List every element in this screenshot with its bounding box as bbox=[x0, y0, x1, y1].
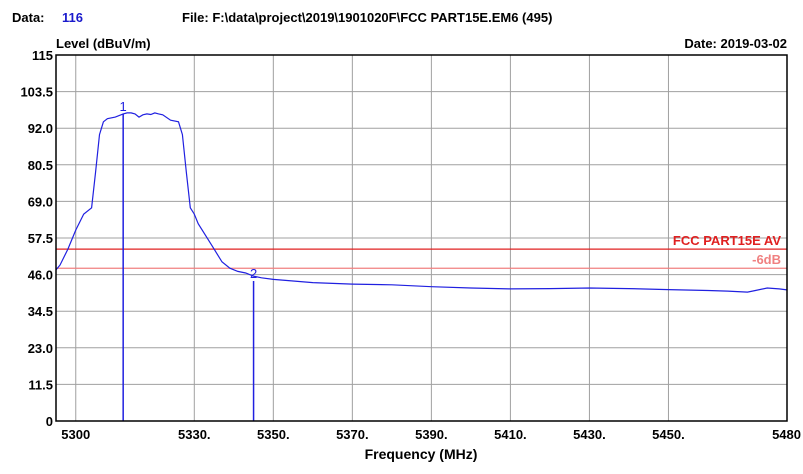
y-tick-label: 80.5 bbox=[28, 158, 53, 173]
limit-line-label: -6dB bbox=[752, 252, 781, 267]
measurement-date: Date: 2019-03-02 bbox=[684, 36, 787, 51]
file-path: File: F:\data\project\2019\1901020F\FCC … bbox=[182, 10, 552, 25]
xlabel: Frequency (MHz) bbox=[365, 446, 478, 462]
plot-frame bbox=[55, 54, 788, 422]
y-tick-label: 23.0 bbox=[28, 341, 53, 356]
y-tick-label: 57.5 bbox=[28, 231, 53, 246]
x-tick-label: 5410. bbox=[494, 427, 527, 442]
y-tick-label: 103.5 bbox=[20, 85, 53, 100]
x-tick-labels: 5300 5330. 5350. 5370. 5390. 5410. 5430. 5450. 5… bbox=[61, 427, 801, 442]
y-tick-label: 11.5 bbox=[28, 377, 53, 392]
series bbox=[55, 112, 788, 293]
y-tick-label: 69.0 bbox=[28, 194, 53, 209]
data-label: Data: bbox=[12, 10, 45, 25]
series-line bbox=[55, 112, 788, 293]
x-tick-label: 5300 bbox=[61, 427, 90, 442]
x-tick-label: 5390. bbox=[415, 427, 448, 442]
x-tick-label: 5330. bbox=[178, 427, 211, 442]
limit-lines: FCC PART15E AV -6dB bbox=[56, 233, 787, 269]
x-tick-label: 5450. bbox=[652, 427, 685, 442]
x-tick-label: 5350. bbox=[257, 427, 290, 442]
y-tick-label: 46.0 bbox=[28, 268, 53, 283]
data-value: 116 bbox=[62, 10, 83, 25]
y-tick-label: 92.0 bbox=[28, 121, 53, 136]
x-tick-label: 5480 bbox=[772, 427, 801, 442]
marker-label: 2 bbox=[250, 266, 257, 281]
y-tick-label: 34.5 bbox=[28, 304, 53, 319]
limit-line-label: FCC PART15E AV bbox=[673, 233, 781, 248]
x-tick-label: 5430. bbox=[573, 427, 606, 442]
y-tick-label: 115 bbox=[32, 48, 53, 63]
x-tick-label: 5370. bbox=[336, 427, 369, 442]
y-tick-labels: 0 11.5 23.0 34.5 46.0 57.5 69.0 80.5 92.0 103.5 11… bbox=[20, 48, 53, 429]
ylabel: Level (dBuV/m) bbox=[56, 36, 151, 51]
y-tick-label: 0 bbox=[46, 414, 53, 429]
markers: 12 bbox=[120, 99, 257, 421]
marker-label: 1 bbox=[120, 99, 127, 114]
